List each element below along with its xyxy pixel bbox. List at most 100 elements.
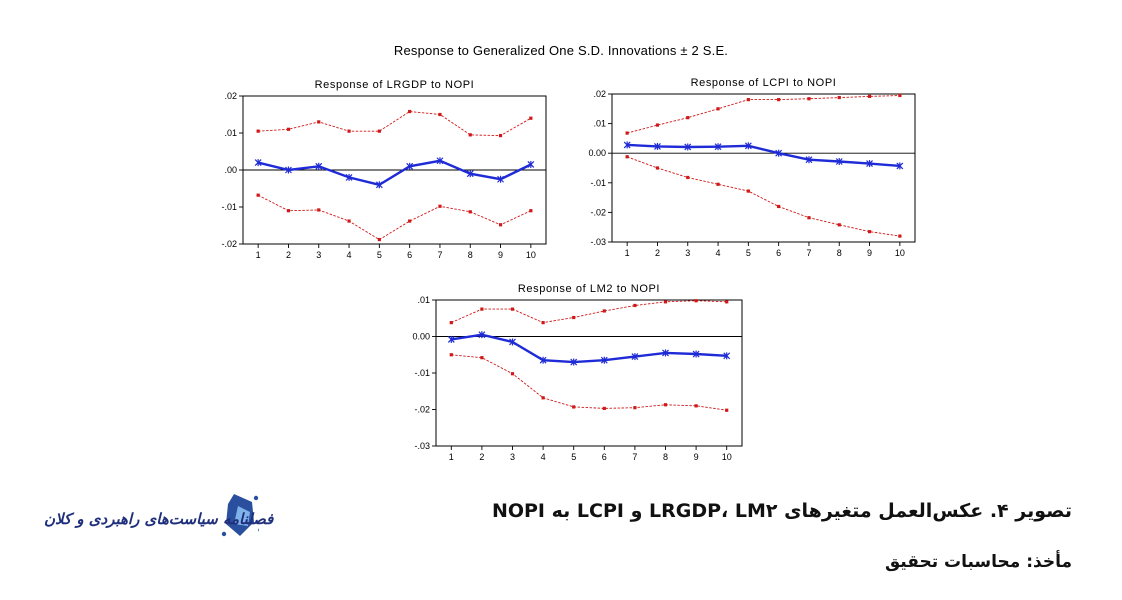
journal-logo: فصلنامه سیاست‌های راهبردی و کلان (44, 488, 273, 550)
band-point (317, 120, 321, 124)
chart-lcpi-response: Response of LCPI to NOPI .02 .01 0.00 -.01 -.… (567, 64, 927, 264)
upper-band-line (626, 95, 900, 134)
band-point (686, 175, 690, 180)
x-tick-label: 1 (449, 452, 454, 462)
band-point (572, 405, 576, 409)
response-point (744, 142, 752, 150)
band-point (625, 131, 629, 135)
response-point (539, 356, 547, 364)
band-point (529, 209, 533, 213)
band-point (317, 208, 321, 212)
response-point (835, 157, 843, 165)
y-tick-label: -.01 (414, 368, 430, 378)
chart-lrgdp-response: Response of LRGDP to NOPI .02 .01 .00 -.01 -.… (198, 64, 558, 264)
x-tick-label: 4 (716, 248, 721, 258)
band-point (663, 300, 668, 304)
response-point (723, 352, 731, 360)
response-point (436, 157, 444, 165)
chart-svg: Response of LM2 to NOPI .01 0.00 -.01 -.02 -.… (412, 283, 743, 462)
x-tick-label: 7 (632, 452, 637, 462)
y-tick-label: .01 (417, 295, 430, 305)
upper-band-line (258, 111, 532, 137)
x-tick-label: 3 (316, 250, 321, 260)
y-tick-label: 0.00 (588, 148, 606, 158)
band-point (602, 309, 606, 313)
band-point (867, 94, 872, 98)
band-point (694, 404, 698, 408)
band-point (837, 95, 841, 100)
response-point (466, 170, 474, 178)
response-point (775, 149, 783, 157)
response-point (692, 350, 700, 358)
response-line (451, 333, 727, 364)
band-point (438, 112, 442, 117)
lower-band-line (451, 354, 727, 411)
band-point (633, 303, 637, 308)
x-tick-label: 4 (541, 452, 546, 462)
response-point (570, 358, 578, 366)
x-tick-label: 10 (895, 248, 905, 258)
response-point (654, 142, 661, 150)
x-tick-label: 10 (722, 452, 732, 462)
plot-frame (435, 299, 743, 447)
x-tick-label: 1 (256, 250, 261, 260)
band-point (498, 133, 503, 138)
journal-logo-text: فصلنامه سیاست‌های راهبردی و کلان (44, 510, 274, 528)
band-point (837, 223, 841, 227)
chart-title: Response of LM2 to NOPI (518, 283, 660, 295)
band-point (694, 299, 698, 303)
x-tick-label: 3 (510, 452, 515, 462)
band-point (377, 129, 381, 133)
band-point (468, 210, 472, 214)
band-point (480, 307, 484, 311)
response-line (257, 159, 532, 187)
x-tick-label: 7 (437, 250, 442, 260)
band-point (777, 98, 781, 102)
band-point (807, 216, 811, 220)
chart-svg: Response of LRGDP to NOPI .02 .01 .00 -.01 -.… (221, 79, 547, 260)
x-tick-label: 6 (776, 248, 781, 258)
response-point (805, 156, 813, 164)
y-tick-label: -.02 (414, 405, 430, 415)
response-point (345, 173, 353, 181)
response-point (497, 175, 504, 183)
band-point (725, 408, 729, 412)
band-point (633, 406, 637, 410)
band-point (716, 107, 720, 111)
response-point (600, 356, 608, 364)
y-tick-label: -.03 (590, 237, 606, 247)
y-tick-label: -.01 (221, 202, 237, 212)
x-tick-label: 5 (377, 250, 382, 260)
band-point (377, 237, 381, 242)
band-point (898, 234, 902, 238)
band-point (480, 356, 484, 360)
x-tick-label: 5 (571, 452, 576, 462)
x-tick-label: 9 (498, 250, 503, 260)
response-point (478, 331, 486, 339)
plot-frame (611, 93, 916, 243)
band-point (347, 129, 351, 133)
x-tick-label: 9 (694, 452, 699, 462)
band-point (408, 109, 412, 114)
band-point (347, 219, 351, 223)
x-tick-label: 7 (806, 248, 811, 258)
response-point (315, 162, 323, 170)
x-tick-label: 10 (526, 250, 536, 260)
x-tick-label: 5 (746, 248, 751, 258)
x-tick-label: 3 (685, 248, 690, 258)
band-point (438, 204, 442, 208)
x-tick-label: 2 (479, 452, 484, 462)
response-point (662, 349, 669, 357)
chart-title: Response of LCPI to NOPI (691, 77, 837, 89)
y-tick-label: .01 (224, 128, 237, 138)
figure-main-title: Response to Generalized One S.D. Innovat… (393, 43, 729, 58)
x-tick-label: 2 (286, 250, 291, 260)
band-point (529, 116, 533, 120)
y-tick-label: .02 (224, 91, 237, 101)
lower-band-line (257, 194, 532, 241)
band-point (602, 406, 606, 411)
band-point (898, 93, 902, 98)
band-point (686, 116, 690, 120)
y-tick-label: -.02 (590, 207, 606, 217)
band-point (746, 98, 750, 102)
